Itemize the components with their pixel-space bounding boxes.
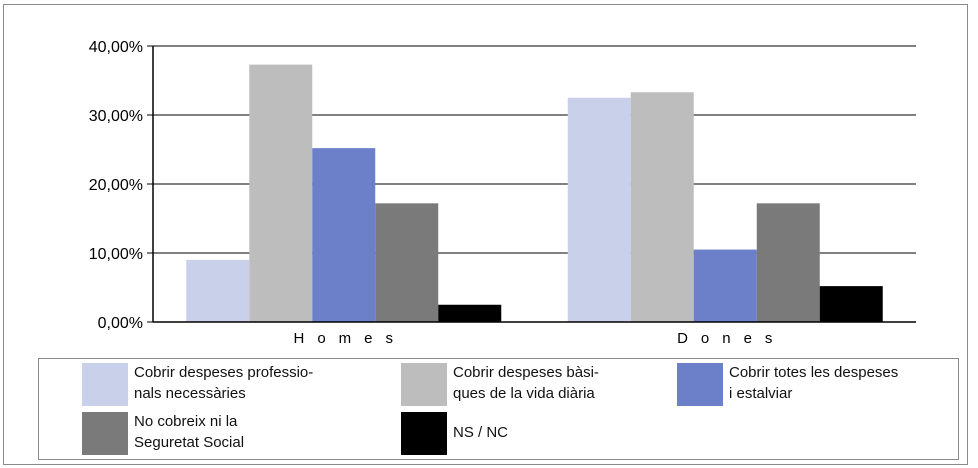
bar: [693, 249, 757, 322]
legend-swatch: [401, 412, 447, 455]
bar: [756, 203, 820, 322]
legend-item: Cobrir totes les despeses i estalviar: [677, 363, 898, 406]
bar: [186, 259, 250, 322]
bar: [249, 64, 313, 322]
y-tick-label: 10,00%: [89, 246, 143, 263]
bar: [819, 286, 883, 322]
x-category-label: Dones: [677, 330, 785, 347]
legend-item: Cobrir despeses bàsi- ques de la vida di…: [401, 363, 599, 406]
legend-label: Cobrir totes les despeses i estalviar: [729, 364, 899, 402]
y-tick-label: 40,00%: [89, 39, 143, 56]
y-tick-label: 20,00%: [89, 177, 143, 194]
legend-label: No cobreix ni la Seguretat Social: [134, 413, 245, 451]
legend-swatch: [82, 363, 128, 406]
legend-label: NS / NC: [453, 424, 509, 441]
bar: [375, 203, 439, 322]
bar: [567, 97, 631, 322]
legend-swatch: [82, 412, 128, 455]
legend-label: Cobrir despeses professio- nals necessàr…: [134, 364, 314, 402]
legend-swatch: [677, 363, 723, 406]
legend: Cobrir despeses professio- nals necessàr…: [38, 358, 959, 460]
y-tick-label: 0,00%: [98, 315, 143, 332]
y-tick-label: 30,00%: [89, 108, 143, 125]
bar: [438, 304, 502, 322]
legend-item: No cobreix ni la Seguretat Social: [82, 412, 244, 455]
bars: [186, 64, 883, 322]
legend-item: Cobrir despeses professio- nals necessàr…: [82, 363, 313, 406]
legend-swatch: [401, 363, 447, 406]
x-category-label: Homes: [293, 330, 406, 347]
x-category-labels: Homes Dones: [293, 330, 785, 347]
y-tick-labels: 0,00% 10,00% 20,00% 30,00% 40,00%: [89, 39, 153, 332]
legend-item: NS / NC: [401, 412, 508, 455]
bar: [630, 92, 694, 322]
bar: [312, 148, 376, 322]
legend-label: Cobrir despeses bàsi- ques de la vida di…: [453, 364, 599, 402]
bar-chart: 0,00% 10,00% 20,00% 30,00% 40,00% Homes Dones: [89, 39, 916, 347]
